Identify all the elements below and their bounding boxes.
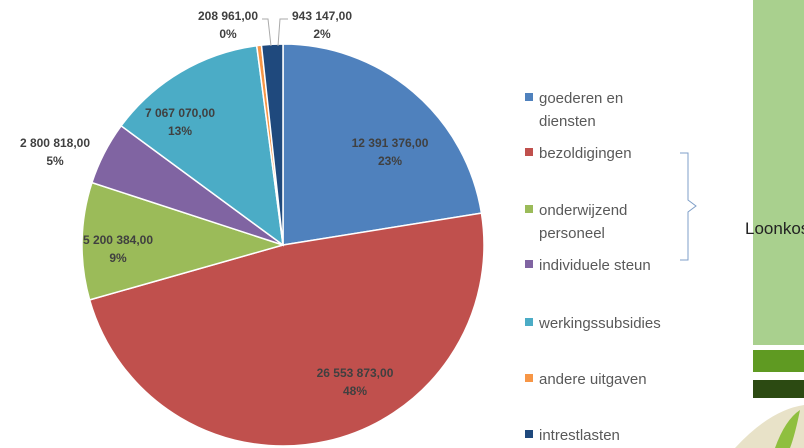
legend-line: onderwijzend	[539, 202, 632, 219]
legend-label: individuele steun	[539, 257, 651, 274]
legend-label: intrestlasten	[539, 427, 620, 444]
leader-line	[277, 18, 288, 47]
percent-label: 2%	[313, 27, 331, 41]
data-label: 208 961,00	[198, 9, 258, 23]
percent-label: 5%	[46, 154, 64, 168]
annotation: Loonkost	[745, 219, 804, 238]
pie-slice	[120, 44, 284, 247]
legend-swatch	[525, 148, 533, 156]
legend-swatch	[525, 93, 533, 101]
pie-slice	[282, 43, 483, 246]
data-label: 2 800 818,00	[20, 136, 90, 150]
legend-swatch	[525, 260, 533, 268]
legend-swatch	[525, 318, 533, 326]
pie-slice	[88, 212, 485, 447]
legend-swatch	[525, 205, 533, 213]
legend-label: werkingssubsidies	[538, 315, 661, 332]
data-label: 12 391 376,00	[352, 136, 429, 150]
percent-label: 48%	[343, 384, 367, 398]
data-label: 943 147,00	[292, 9, 352, 23]
legend-swatch	[525, 374, 533, 382]
percent-label: 13%	[168, 124, 192, 138]
legend-swatch	[525, 430, 533, 438]
side-band	[753, 350, 804, 372]
leader-line	[262, 18, 272, 47]
pie-slice	[260, 43, 284, 246]
legend-brace	[680, 152, 697, 261]
data-label: 26 553 873,00	[317, 366, 394, 380]
legend-label: onderwijzend personeel	[539, 202, 632, 242]
legend-label: andere uitgaven	[539, 371, 647, 388]
legend-line: diensten	[539, 113, 596, 130]
pie-slice	[81, 181, 286, 301]
legend-label: bezoldigingen	[539, 145, 632, 162]
data-label: 5 200 384,00	[83, 233, 153, 247]
legend-label: goederen en diensten	[539, 90, 627, 130]
legend-line: goederen en	[539, 90, 627, 107]
legend-line: personeel	[539, 225, 605, 242]
side-panel	[753, 0, 804, 345]
side-band-dark	[753, 380, 804, 398]
percent-label: 0%	[219, 27, 237, 41]
leaf-decoration	[775, 410, 800, 448]
percent-label: 9%	[109, 251, 127, 265]
percent-label: 23%	[378, 154, 402, 168]
data-label: 7 067 070,00	[145, 106, 215, 120]
